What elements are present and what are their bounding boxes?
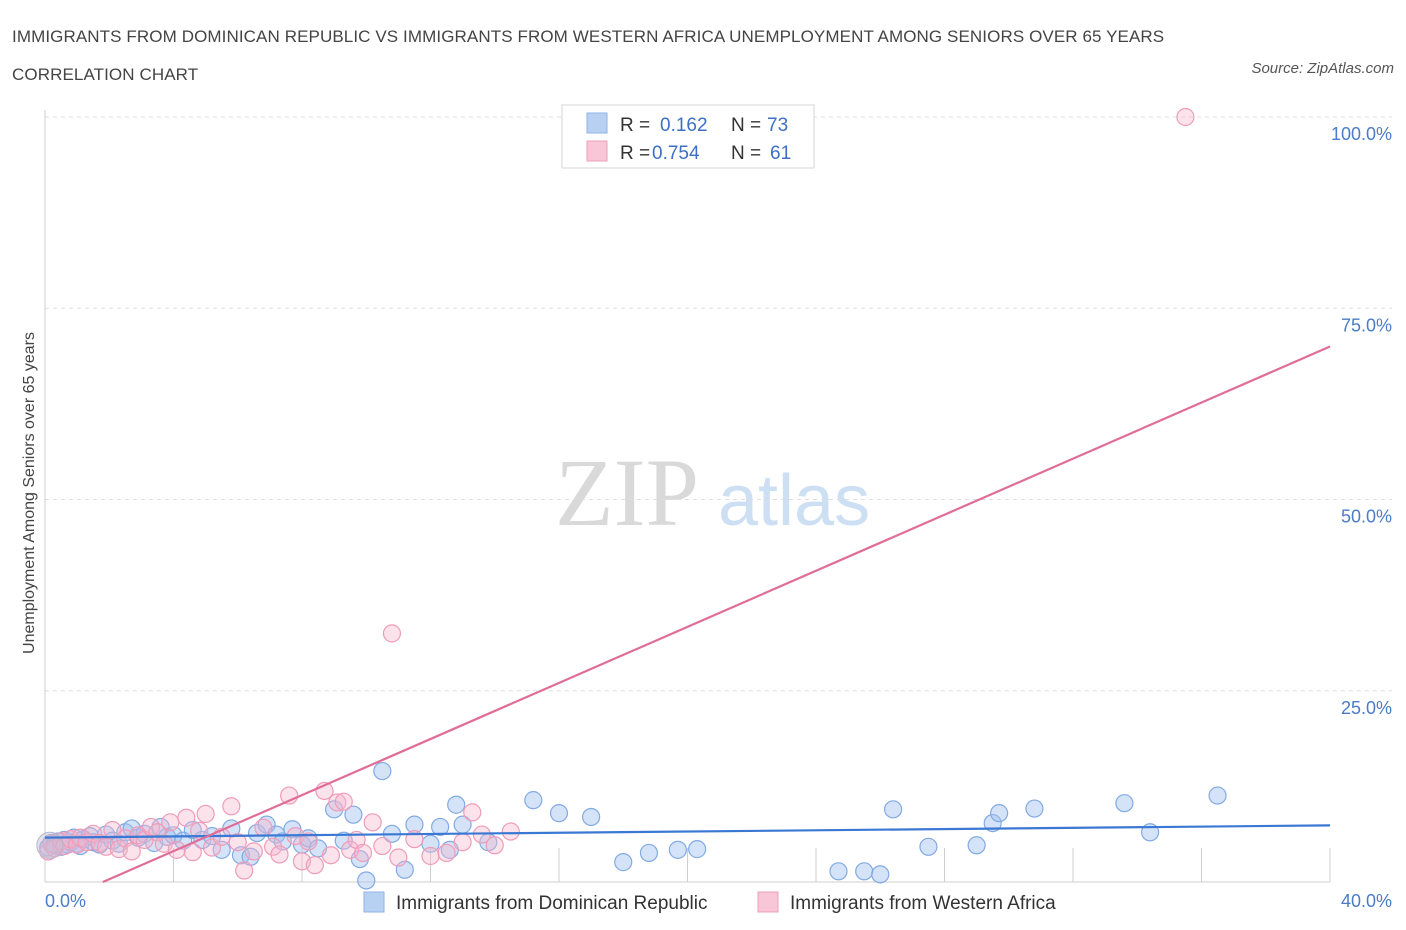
watermark-atlas: atlas [718,461,870,541]
point-dominican [829,862,848,881]
point-dominican [447,795,466,814]
data-points [36,107,1227,890]
point-western-africa [196,804,215,824]
point-western-africa [1176,107,1195,127]
legend-r-label-1: R = [620,115,650,136]
trend-line-dominican [44,824,1331,839]
y-axis-title: Unemployment Among Seniors over 65 years [21,332,38,654]
trend-lines [44,345,1331,884]
point-western-africa [321,846,341,865]
point-dominican [344,805,363,824]
point-western-africa [382,624,402,643]
point-western-africa [103,820,122,840]
legend-r-value-1: 0.162 [660,115,708,136]
point-dominican [688,840,707,859]
legend-swatch-pink [586,140,608,162]
point-western-africa [235,861,254,880]
point-western-africa [299,832,318,851]
point-dominican [357,871,376,890]
point-dominican [582,807,601,827]
point-dominican [1115,794,1134,813]
point-western-africa [389,848,408,867]
correlation-legend: R = 0.162 N = 73 R = 0.754 N = 61 [561,104,815,169]
legend-n-label-1: N = [731,115,761,136]
point-western-africa [501,822,520,841]
point-dominican [1208,786,1227,805]
point-western-africa [437,843,456,863]
point-dominican [257,815,276,834]
legend-n-value-1: 73 [767,115,788,136]
point-western-africa [254,818,273,837]
point-western-africa [222,797,241,816]
x-tick-label-min: 0.0% [45,891,86,911]
point-western-africa [305,856,324,875]
point-western-africa [161,813,180,832]
point-dominican [871,865,890,884]
point-western-africa [177,808,196,827]
point-western-africa [353,843,373,863]
x-ticks [44,848,1331,882]
point-dominican [431,817,450,837]
series-legend-swatch-blue [363,891,385,913]
point-dominican [983,813,1002,833]
point-dominican [967,836,986,855]
series-legend-label-blue: Immigrants from Dominican Republic [396,893,708,914]
legend-r-label-2: R = [620,143,650,164]
point-western-africa [453,833,472,852]
y-tick-label: 50.0% [1341,507,1392,527]
point-dominican [1025,799,1044,818]
point-western-africa [244,842,263,861]
chart-title: IMMIGRANTS FROM DOMINICAN REPUBLIC VS IM… [12,27,1165,84]
point-western-africa [129,826,148,845]
point-dominican [639,843,659,863]
point-western-africa [421,846,440,866]
point-western-africa [122,842,141,861]
legend-n-label-2: N = [731,143,761,164]
point-dominican [614,853,633,872]
series-legend: Immigrants from Dominican Republic Immig… [363,891,1056,914]
x-tick-label-max: 40.0% [1341,891,1392,911]
legend-r-value-2: 0.754 [652,143,700,164]
grid-lines [45,116,1392,692]
point-western-africa [363,813,382,832]
trend-line-western-africa [102,345,1331,884]
source-label: Source: ZipAtlas.com [1251,60,1394,77]
y-tick-label: 75.0% [1341,315,1392,335]
point-dominican [549,804,569,823]
point-western-africa [228,833,247,852]
point-cluster [36,831,64,859]
legend-n-value-2: 61 [770,143,791,164]
point-dominican [524,791,543,810]
point-dominican [668,840,687,859]
y-tick-label: 100.0% [1331,124,1392,144]
point-dominican [990,804,1009,823]
point-dominican [373,761,392,781]
point-western-africa [328,793,347,812]
watermark-zip: ZIP [555,439,699,546]
point-dominican [883,800,903,819]
point-western-africa [463,803,482,822]
y-tick-labels: 25.0% 50.0% 75.0% 100.0% [1331,124,1392,718]
point-western-africa [334,792,353,811]
y-tick-label: 25.0% [1341,698,1392,718]
series-legend-label-pink: Immigrants from Western Africa [790,893,1056,914]
point-western-africa [373,836,392,856]
point-dominican [855,862,874,881]
point-dominican [919,837,938,856]
series-legend-swatch-pink [757,891,779,913]
point-western-africa [270,845,289,864]
point-western-africa [485,836,504,855]
point-dominican [334,831,353,850]
legend-swatch-blue [586,112,608,134]
